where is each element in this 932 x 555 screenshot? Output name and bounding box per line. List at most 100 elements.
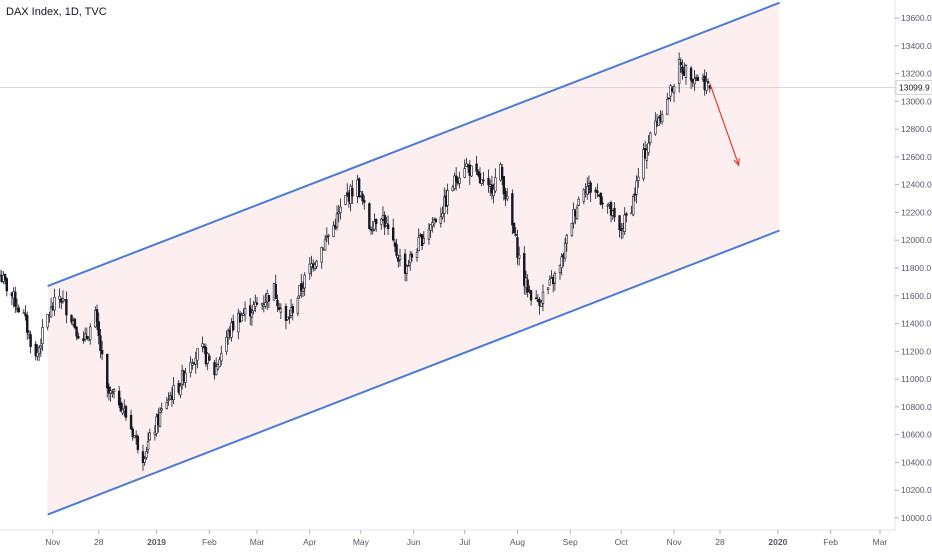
candle-body	[89, 326, 92, 340]
candle-body	[403, 253, 407, 274]
candle-body	[558, 265, 562, 273]
candle-body	[99, 335, 102, 351]
candle-body	[575, 207, 579, 220]
candle-body	[320, 247, 323, 263]
candle-body	[672, 86, 676, 94]
candle-body	[548, 279, 551, 286]
candle-body	[613, 207, 616, 218]
y-tick-label: 10400.0	[901, 457, 932, 467]
candle-body	[374, 218, 378, 225]
candle-body	[17, 307, 20, 313]
candle-body	[606, 204, 609, 207]
candle-body	[85, 335, 89, 339]
candle-body	[3, 273, 7, 280]
candle-body	[308, 263, 311, 274]
y-tick-label: 12200.0	[901, 207, 932, 217]
candle-body	[631, 196, 635, 216]
candle-body	[231, 321, 235, 331]
candle-body	[705, 81, 708, 91]
x-tick-label: 28	[94, 537, 104, 547]
candle-body	[589, 182, 592, 193]
candle-body	[386, 224, 390, 230]
candle-body	[165, 402, 169, 409]
candle-body	[208, 355, 211, 361]
candle-body	[82, 338, 85, 341]
x-tick-label: Feb	[202, 537, 217, 547]
y-tick-label: 10600.0	[901, 430, 932, 440]
x-tick-label: Nov	[45, 537, 61, 547]
x-tick-label: Sep	[563, 537, 578, 547]
candle-body	[167, 399, 170, 401]
candle-body	[260, 303, 264, 306]
candle-body	[422, 238, 426, 244]
candle-body	[230, 322, 233, 338]
candle-body	[526, 279, 529, 293]
candle-body	[106, 353, 109, 389]
candle-body	[100, 350, 104, 355]
candle-body	[288, 316, 291, 319]
candle-body	[112, 389, 116, 393]
projection-arrow-head	[733, 158, 740, 167]
candle-body	[563, 242, 567, 259]
candle-body	[184, 372, 187, 383]
candle-body	[446, 190, 449, 206]
y-tick-label: 11000.0	[901, 374, 931, 384]
y-tick-label: 10200.0	[901, 485, 932, 495]
candle-body	[383, 214, 386, 228]
candle-body	[73, 318, 77, 328]
candle-body	[97, 321, 100, 337]
candle-body	[482, 179, 485, 182]
x-tick-label: Apr	[303, 537, 316, 547]
y-tick-label: 12400.0	[901, 180, 932, 190]
candle-body	[136, 436, 140, 450]
candle-body	[296, 297, 300, 314]
candle-body	[512, 222, 516, 234]
candle-body	[441, 213, 444, 218]
chart-title: DAX Index, 1D, TVC	[6, 6, 107, 18]
candle-body	[649, 132, 652, 143]
y-tick-label: 11600.0	[901, 291, 931, 301]
x-tick-label: Mar	[250, 537, 265, 547]
candle-body	[75, 326, 78, 337]
candle-body	[194, 357, 197, 365]
candle-body	[677, 59, 681, 85]
candle-body	[22, 312, 26, 314]
candle-body	[696, 77, 700, 81]
candle-body	[681, 66, 684, 74]
candle-body	[541, 291, 545, 304]
channel-fill	[47, 2, 780, 515]
candle-body	[191, 363, 194, 366]
candle-body	[119, 402, 123, 412]
candle-body	[250, 312, 254, 318]
candle-body	[189, 362, 192, 373]
y-tick-label: 13600.0	[901, 13, 932, 23]
candle-body	[131, 428, 134, 438]
candle-body	[160, 408, 163, 411]
candle-body	[327, 234, 330, 237]
candle-body	[26, 315, 29, 333]
candle-body	[179, 385, 182, 396]
candle-body	[361, 193, 364, 201]
x-tick-label: Jun	[407, 537, 421, 547]
candle-body	[478, 172, 482, 184]
candle-body	[58, 295, 61, 300]
candle-body	[492, 188, 495, 197]
candle-body	[301, 288, 305, 292]
candle-body	[225, 336, 228, 352]
candle-body	[463, 168, 466, 178]
x-tick-label: Feb	[823, 537, 838, 547]
candle-body	[458, 177, 461, 184]
y-tick-label: 10000.0	[901, 513, 932, 523]
candle-body	[380, 218, 383, 225]
candle-body	[274, 284, 277, 299]
candle-body	[335, 213, 339, 228]
candle-body	[586, 186, 589, 195]
candle-body	[647, 142, 650, 153]
candle-body	[391, 227, 395, 241]
candle-body	[252, 304, 255, 312]
candle-body	[487, 177, 490, 186]
candle-body	[284, 305, 288, 321]
y-tick-label: 12800.0	[901, 124, 932, 134]
